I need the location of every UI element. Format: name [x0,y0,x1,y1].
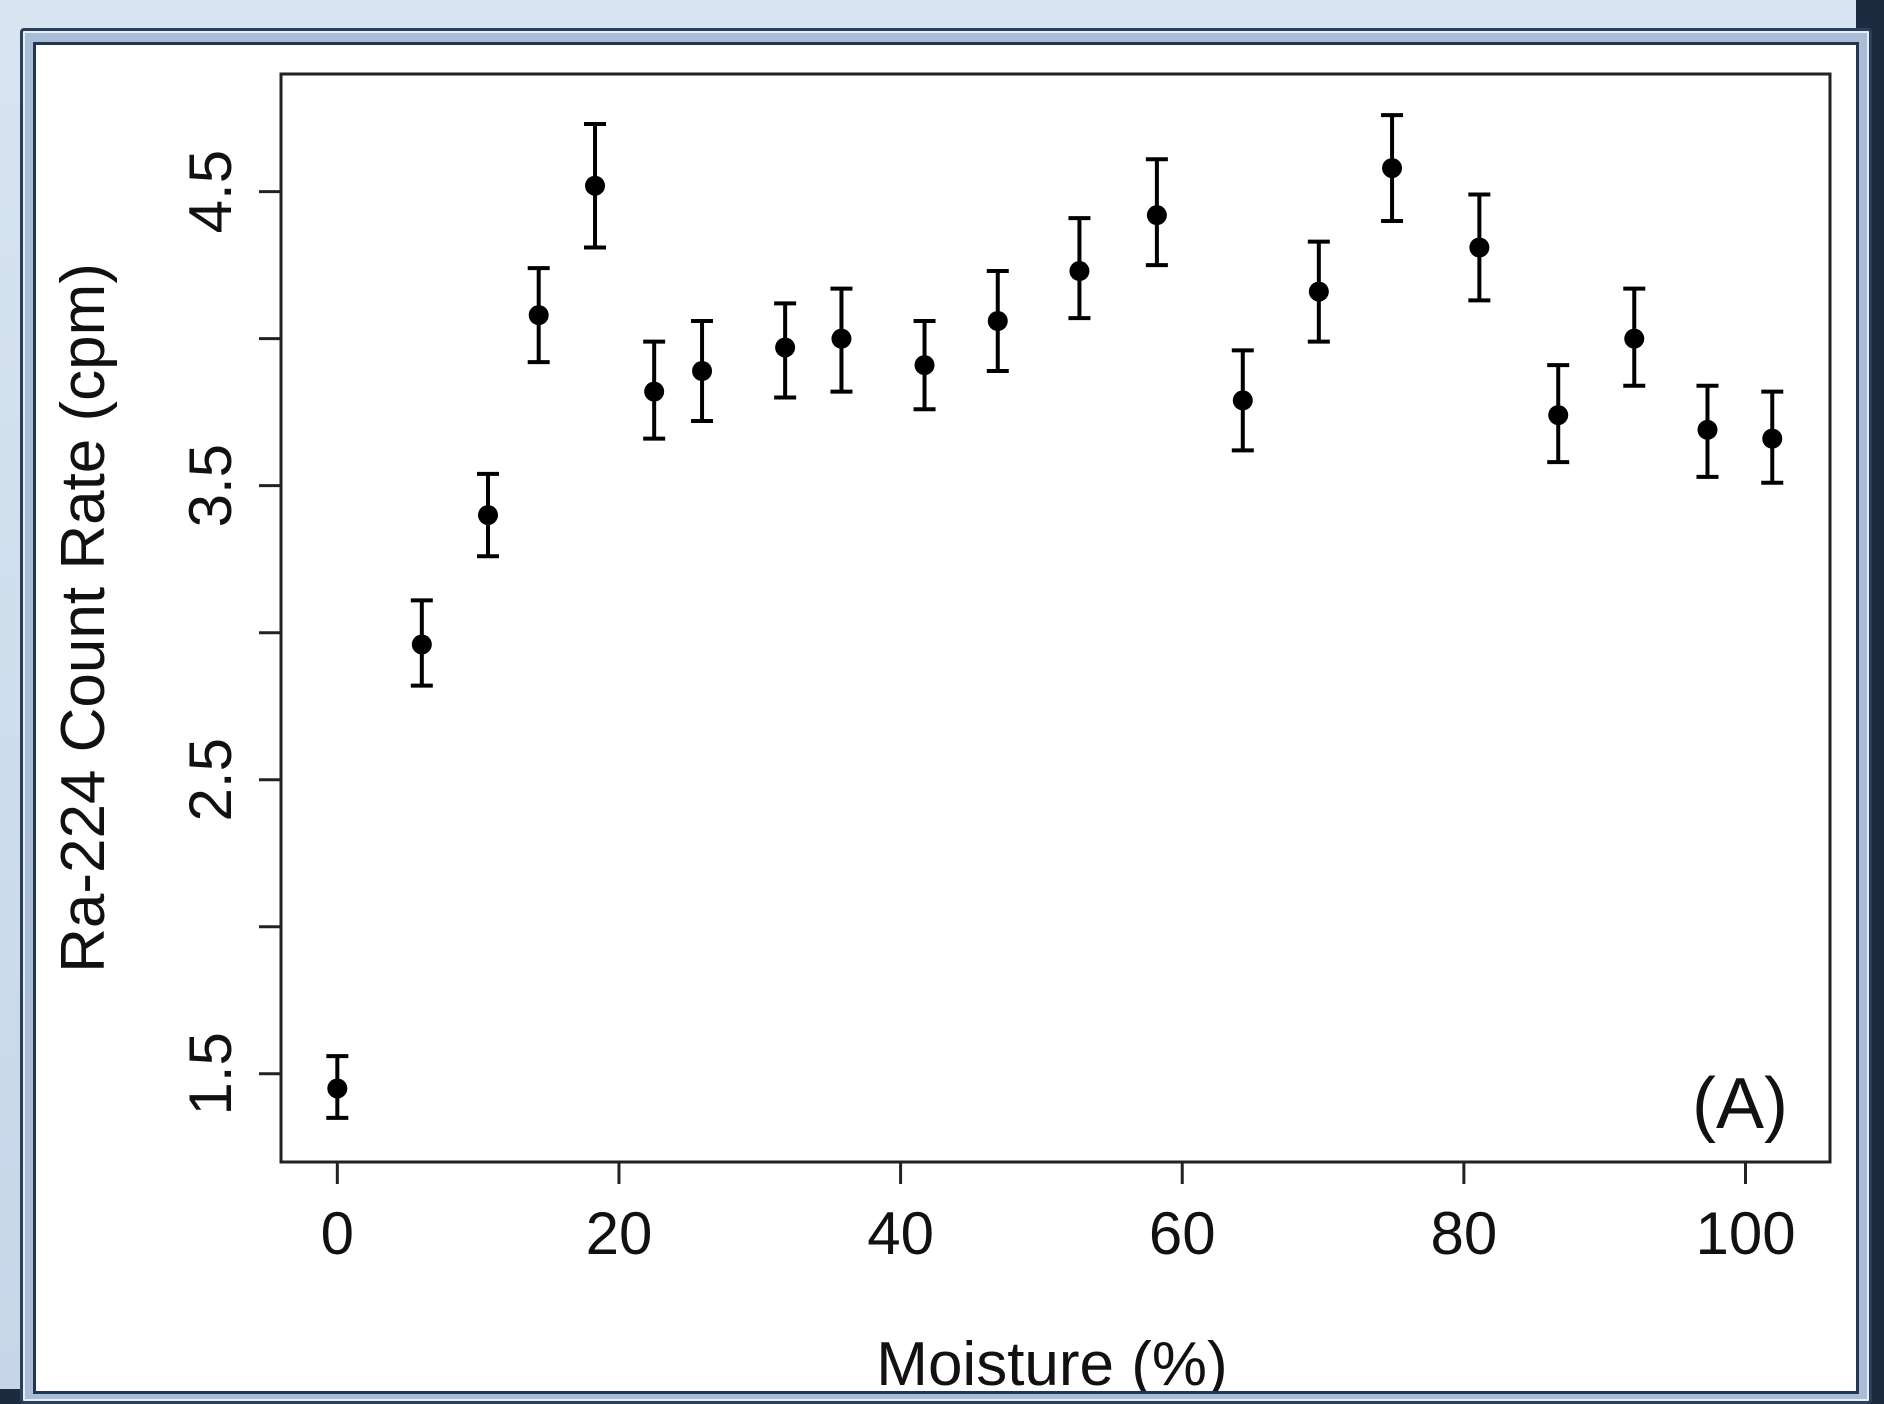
y-axis-title: Ra-224 Count Rate (cpm) [49,263,118,973]
data-point [1069,261,1089,281]
chart: 0 20 40 60 80 100 1.5 2.5 3.5 4.5 (A) Moisture (… [36,45,1856,1391]
plot-area [281,74,1830,1162]
x-tick-label: 60 [1149,1200,1216,1267]
data-point [1697,420,1717,440]
figure-frame: 0 20 40 60 80 100 1.5 2.5 3.5 4.5 (A) Moisture (… [33,42,1859,1394]
data-point [585,176,605,196]
data-point [915,355,935,375]
x-tick-label: 20 [586,1200,653,1267]
data-point [644,382,664,402]
data-point [478,505,498,525]
data-point [1762,429,1782,449]
y-tick-label: 1.5 [177,1032,244,1115]
x-axis: 0 20 40 60 80 100 [321,1162,1796,1267]
data-point [529,305,549,325]
y-tick-label: 2.5 [177,738,244,821]
data-point [412,634,432,654]
data-point [988,311,1008,331]
data-point [1147,205,1167,225]
data-point [831,329,851,349]
data-point [1548,405,1568,425]
y-axis: 1.5 2.5 3.5 4.5 [177,150,281,1116]
data-point [1624,329,1644,349]
x-tick-label: 0 [321,1200,354,1267]
data-point [1382,158,1402,178]
data-point [775,337,795,357]
data-point [1233,390,1253,410]
data-point [1309,282,1329,302]
data-point [1469,237,1489,257]
x-axis-title: Moisture (%) [876,1330,1227,1391]
y-tick-label: 4.5 [177,150,244,233]
data-point [327,1078,347,1098]
x-tick-label: 80 [1430,1200,1497,1267]
y-tick-label: 3.5 [177,444,244,527]
data-point [692,361,712,381]
x-tick-label: 40 [867,1200,934,1267]
annotation-label: (A) [1692,1064,1788,1144]
x-tick-label: 100 [1695,1200,1795,1267]
